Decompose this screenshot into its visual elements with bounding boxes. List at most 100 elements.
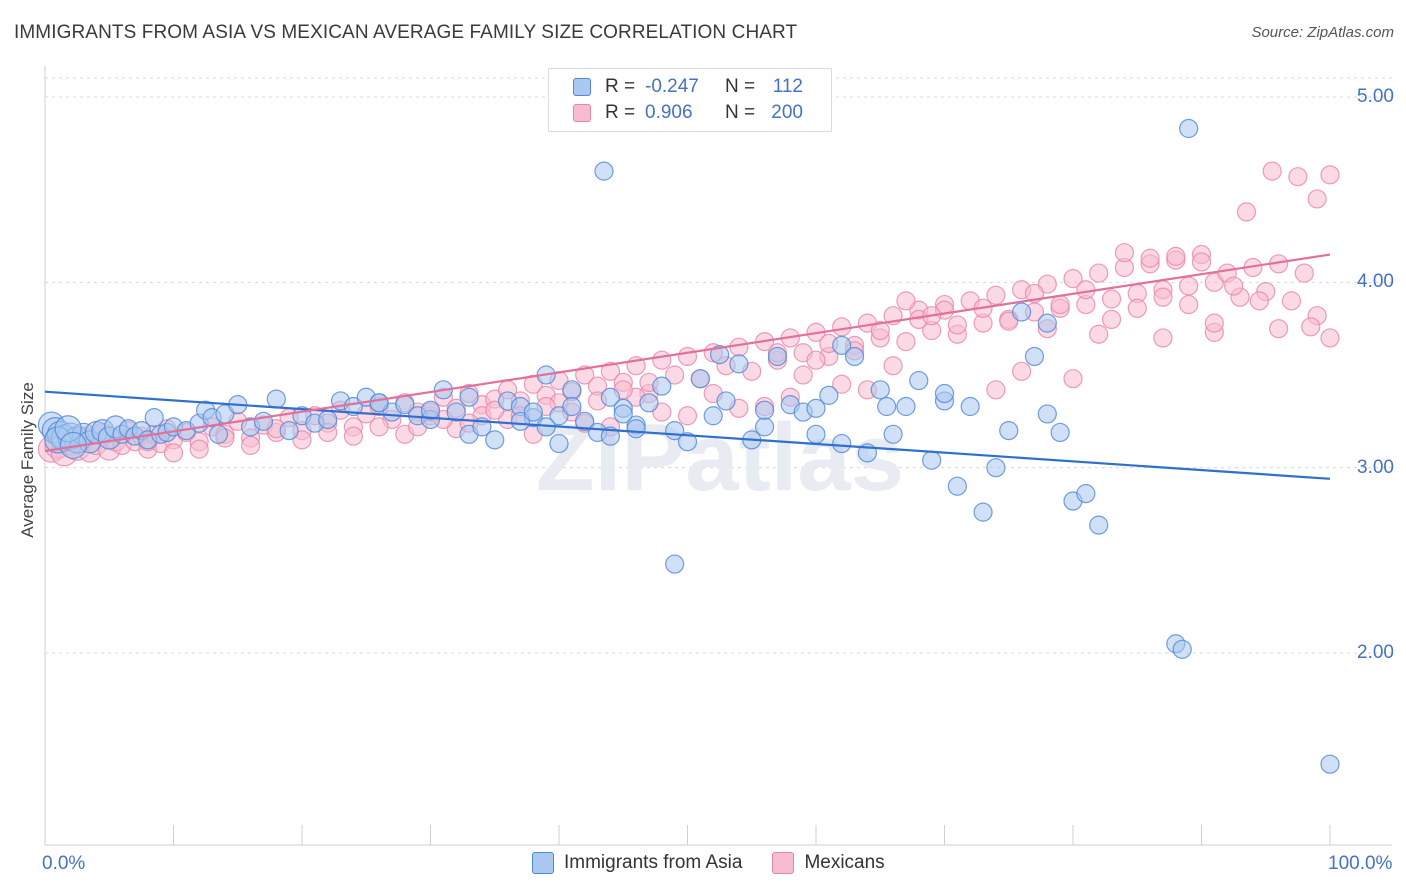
stats-legend: R = -0.247 N = 112 R = 0.906 N = 200 [548, 68, 832, 132]
point [318, 409, 338, 430]
point [999, 421, 1019, 441]
point [369, 393, 389, 413]
r-value: -0.247 [645, 76, 699, 97]
point [1076, 280, 1096, 300]
asia-legend-swatch [532, 852, 554, 874]
point [909, 370, 929, 391]
point [870, 380, 890, 400]
point [1063, 369, 1083, 389]
point [806, 398, 826, 418]
point [1172, 639, 1192, 659]
point [793, 365, 813, 385]
point [1204, 272, 1224, 292]
point [896, 291, 916, 311]
point [883, 424, 903, 444]
asia-points [37, 118, 1340, 774]
point [1307, 189, 1327, 209]
legend-item-asia[interactable]: Immigrants from Asia [532, 852, 742, 874]
trend-line-asia [44, 390, 1331, 480]
point [1011, 302, 1032, 322]
point [1101, 309, 1122, 329]
point [1268, 319, 1289, 339]
point [1179, 118, 1199, 139]
point [1089, 515, 1109, 535]
mexicans-swatch [573, 104, 591, 122]
point [1179, 276, 1199, 296]
legend-item-mexicans[interactable]: Mexicans [772, 852, 885, 874]
r-value: 0.906 [645, 102, 693, 123]
point [767, 346, 788, 367]
point [1076, 484, 1096, 504]
point [729, 337, 749, 357]
point [1089, 263, 1109, 283]
point [420, 400, 441, 420]
point [343, 396, 363, 417]
point [189, 439, 209, 459]
point [562, 396, 582, 417]
n-label: N = [725, 76, 756, 97]
point [1179, 294, 1199, 315]
point [1320, 754, 1340, 774]
point [832, 317, 852, 337]
y-axis-title: Average Family Size [18, 382, 37, 538]
point [1050, 422, 1070, 443]
point [832, 335, 852, 355]
point [729, 354, 749, 374]
point [690, 369, 710, 389]
chart-title: IMMIGRANTS FROM ASIA VS MEXICAN AVERAGE … [14, 22, 798, 43]
point [1320, 165, 1340, 185]
point [1281, 291, 1302, 311]
point [1050, 294, 1070, 315]
point [1140, 248, 1160, 268]
n-value: 112 [772, 76, 803, 97]
point [716, 391, 736, 411]
point [934, 383, 955, 404]
point [877, 396, 897, 417]
point [999, 311, 1019, 331]
x-tick-label-min: 0.0% [42, 853, 86, 874]
series-legend: Immigrants from Asia Mexicans [532, 852, 915, 874]
point [1320, 328, 1340, 348]
point [1166, 246, 1186, 266]
point [144, 408, 164, 428]
point [1037, 313, 1057, 333]
legend-row-asia: R = -0.247 N = 112 [573, 75, 803, 99]
point [208, 424, 229, 444]
point [703, 406, 723, 426]
point [947, 315, 967, 335]
point [973, 502, 993, 522]
point [613, 404, 633, 424]
point [1037, 404, 1057, 424]
point [1114, 243, 1135, 263]
point [575, 411, 595, 431]
point [253, 411, 274, 431]
point [652, 350, 672, 370]
legend-label-mexicans: Mexicans [804, 852, 885, 873]
point [832, 374, 852, 394]
point [549, 433, 569, 454]
point [986, 285, 1006, 305]
point [960, 396, 980, 417]
point [1249, 291, 1269, 311]
y-tick-label: 4.00 [1357, 271, 1394, 293]
trend-line-mexicans [44, 253, 1331, 453]
point [279, 421, 299, 441]
y-tick-label: 2.00 [1357, 642, 1394, 663]
point [896, 396, 916, 417]
point [1224, 276, 1244, 296]
point [1011, 361, 1032, 381]
n-label: N = [725, 102, 756, 123]
trend-lines [44, 253, 1331, 480]
n-value: 200 [771, 102, 803, 123]
point [1262, 161, 1282, 181]
point [1063, 269, 1083, 289]
point [1294, 263, 1314, 283]
r-label: R = [605, 76, 636, 97]
legend-row-mexicans: R = 0.906 N = 200 [573, 101, 803, 125]
point [832, 433, 852, 454]
point [986, 458, 1006, 478]
point [600, 361, 621, 381]
r-label: R = [605, 102, 636, 123]
point [266, 389, 286, 409]
